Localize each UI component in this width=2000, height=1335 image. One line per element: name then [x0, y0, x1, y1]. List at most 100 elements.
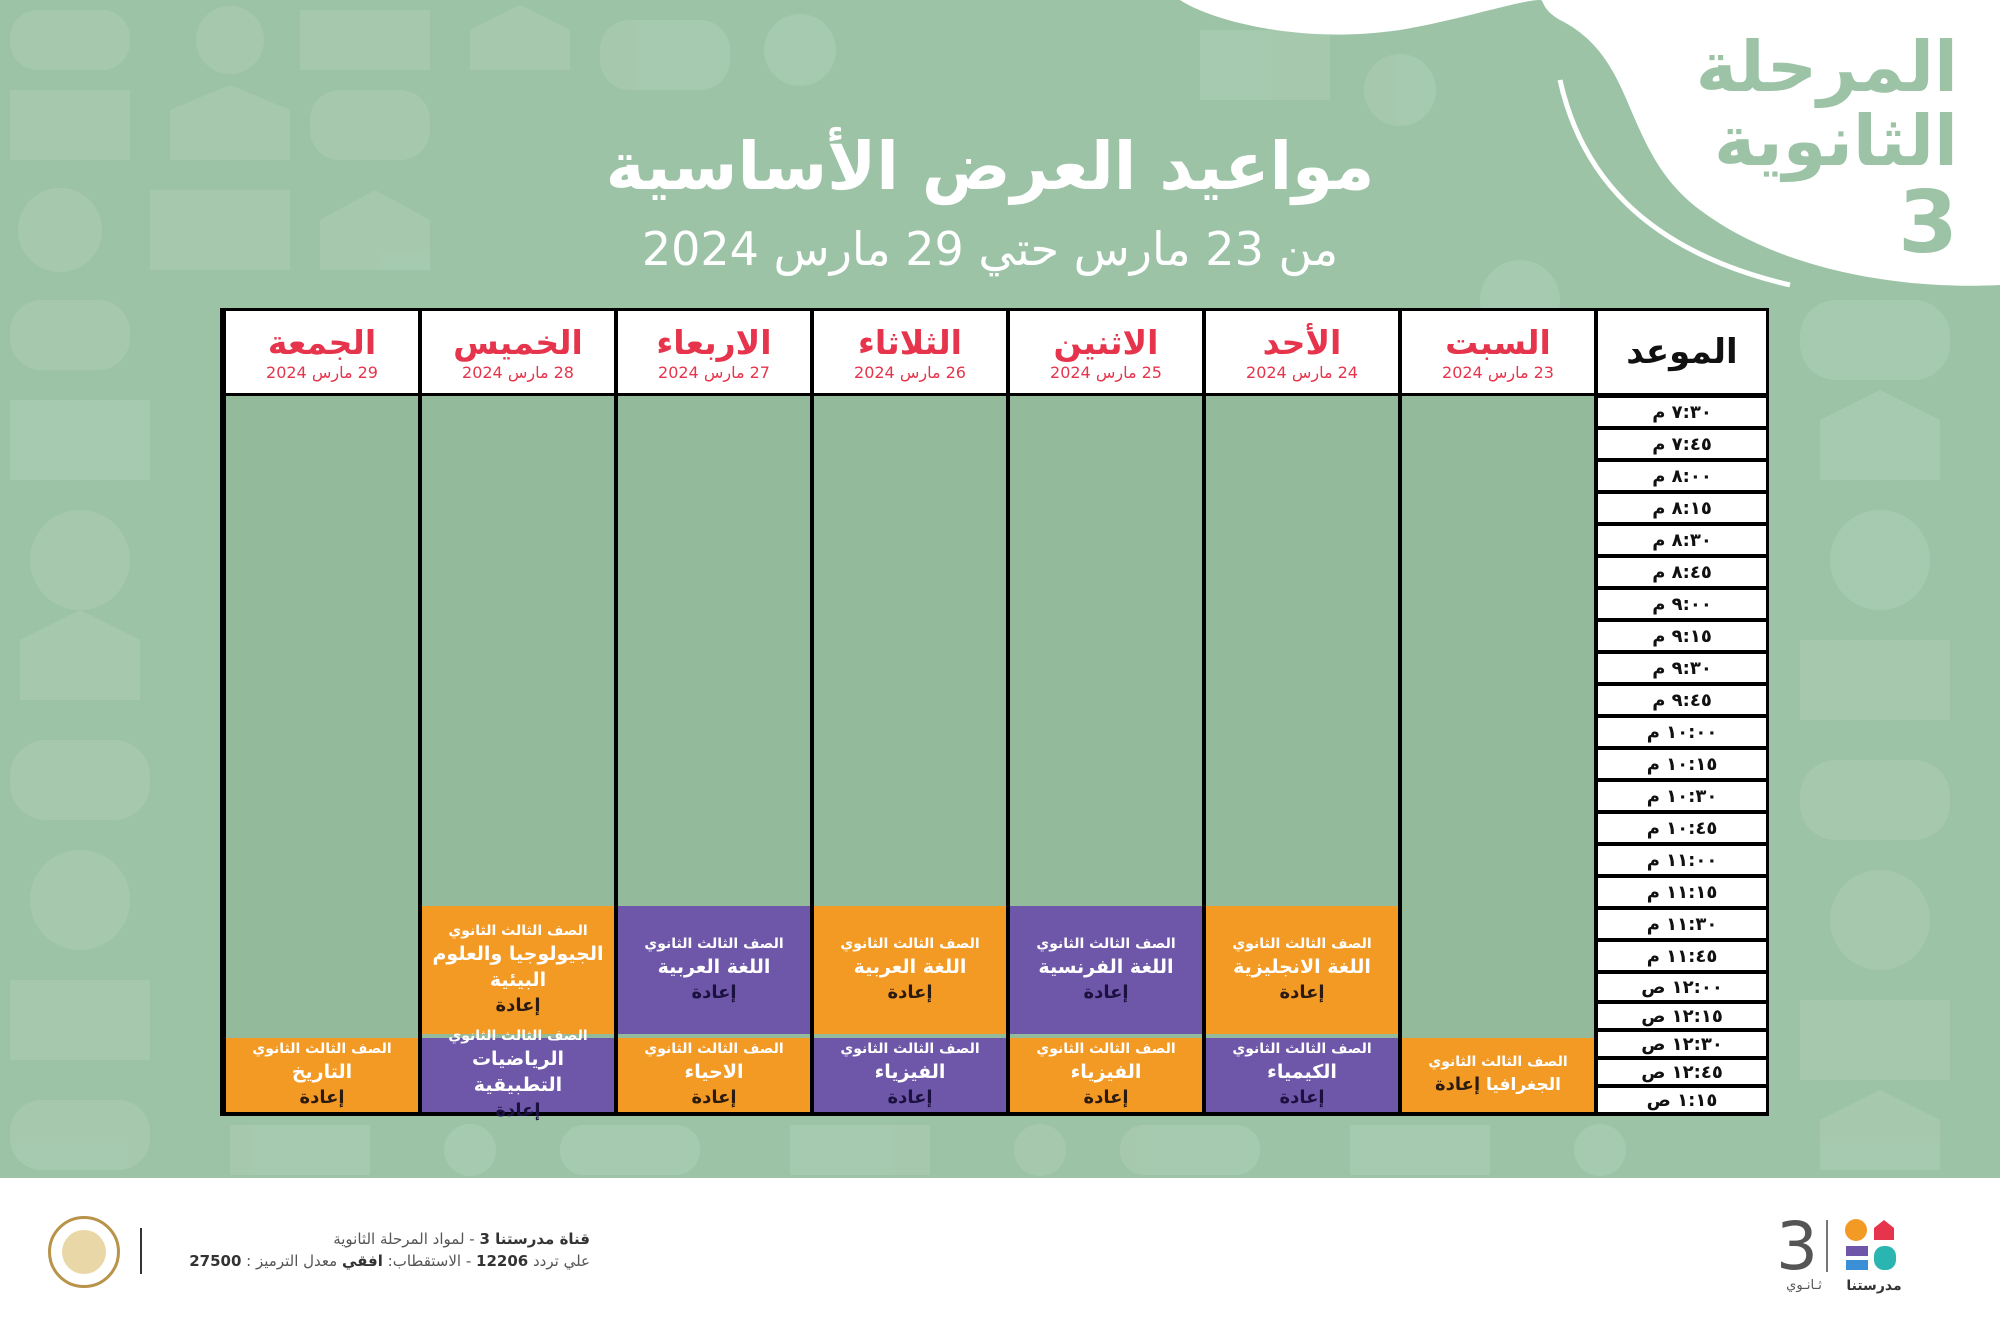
time-slot: ١٠:٤٥ م — [1598, 814, 1766, 842]
polarization-value: افقي — [341, 1252, 383, 1270]
repeat-label: إعادة — [1279, 1087, 1325, 1108]
background-pattern — [10, 5, 1950, 1176]
logo-divider — [1826, 1220, 1828, 1272]
program-block-wed-arabic: الصف الثالث الثانوي اللغة العربية إعادة — [618, 906, 810, 1034]
day-header-tue: الثلاثاء 26 مارس 2024 — [814, 311, 1006, 393]
day-date: 26 مارس 2024 — [854, 363, 966, 382]
time-slot: ٩:٤٥ م — [1598, 686, 1766, 714]
time-slot: ١٢:٤٥ ص — [1598, 1060, 1766, 1084]
day-name: الثلاثاء — [858, 323, 962, 362]
repeat-label: إعادة — [887, 982, 933, 1003]
grade-label: الصف الثالث الثانوي — [840, 1041, 980, 1057]
day-name: الاربعاء — [656, 323, 772, 362]
grade-label: الصف الثالث الثانوي — [448, 923, 588, 939]
grade-label: الصف الثالث الثانوي — [1232, 936, 1372, 952]
channel-name: قناة مدرستنا 3 — [479, 1230, 590, 1248]
subject-label: اللغة العربية — [657, 956, 771, 978]
program-block-mon-physics: الصف الثالث الثانوي الفيزياء إعادة — [1010, 1038, 1202, 1112]
time-slot: ١٠:٣٠ م — [1598, 782, 1766, 810]
program-block-tue-physics: الصف الثالث الثانوي الفيزياء إعادة — [814, 1038, 1006, 1112]
frequency-prefix: علي تردد — [528, 1252, 590, 1270]
day-name: الاثنين — [1053, 323, 1159, 362]
day-name: الجمعة — [267, 323, 377, 362]
day-name: السبت — [1445, 323, 1551, 362]
grade-label: الصف الثالث الثانوي — [1036, 936, 1176, 952]
day-name: الخميس — [453, 323, 583, 362]
stage-number: 3 — [1898, 173, 1958, 273]
time-slot: ٩:٠٠ م — [1598, 590, 1766, 618]
logo-blocks-icon — [1845, 1219, 1896, 1270]
time-slot: ٩:١٥ م — [1598, 622, 1766, 650]
day-header-fri: الجمعة 29 مارس 2024 — [226, 311, 418, 393]
grade-label: الصف الثالث الثانوي — [1232, 1041, 1372, 1057]
grade-label: الصف الثالث الثانوي — [252, 1041, 392, 1057]
subject-label: الاحياء — [684, 1061, 744, 1083]
program-block-sun-chemistry: الصف الثالث الثانوي الكيمياء إعادة — [1206, 1038, 1398, 1112]
program-block-thu-geology: الصف الثالث الثانوي الجيولوجيا والعلوم ا… — [422, 906, 614, 1034]
repeat-label: إعادة — [1435, 1074, 1481, 1095]
grade-label: الصف الثالث الثانوي — [644, 936, 784, 952]
channel-info: قناة مدرستنا 3 - لمواد المرحلة الثانوية … — [160, 1228, 590, 1272]
time-slot: ١١:١٥ م — [1598, 878, 1766, 906]
time-slot: ١٠:١٥ م — [1598, 750, 1766, 778]
time-slot: ٨:٠٠ م — [1598, 462, 1766, 490]
subject-label: الرياضيات التطبيقية — [471, 1048, 565, 1096]
time-slot: ١١:٤٥ م — [1598, 942, 1766, 970]
grade-label: الصف الثالث الثانوي — [1428, 1054, 1568, 1070]
day-date: 23 مارس 2024 — [1442, 363, 1554, 382]
program-block-mon-french: الصف الثالث الثانوي اللغة الفرنسية إعادة — [1010, 906, 1202, 1034]
day-header-wed: الاربعاء 27 مارس 2024 — [618, 311, 810, 393]
day-header-mon: الاثنين 25 مارس 2024 — [1010, 311, 1202, 393]
footer-divider — [140, 1228, 142, 1274]
repeat-label: إعادة — [1083, 982, 1129, 1003]
subject-label: اللغة العربية — [853, 956, 967, 978]
grade-label: الصف الثالث الثانوي — [644, 1041, 784, 1057]
stage-line-1: المرحلة — [1695, 26, 1958, 108]
time-slot: ٨:١٥ م — [1598, 494, 1766, 522]
day-date: 24 مارس 2024 — [1246, 363, 1358, 382]
day-name: الأحد — [1262, 323, 1342, 362]
time-slot: ١١:٠٠ م — [1598, 846, 1766, 874]
day-date: 28 مارس 2024 — [462, 363, 574, 382]
repeat-label: إعادة — [691, 982, 737, 1003]
time-slot: ٧:٣٠ م — [1598, 398, 1766, 426]
day-header-sun: الأحد 24 مارس 2024 — [1206, 311, 1398, 393]
time-slot: ٩:٣٠ م — [1598, 654, 1766, 682]
repeat-label: إعادة — [495, 995, 541, 1016]
repeat-label: إعادة — [691, 1087, 737, 1108]
day-date: 25 مارس 2024 — [1050, 363, 1162, 382]
channel-desc: - لمواد المرحلة الثانوية — [333, 1230, 480, 1248]
logo-number: 3 — [1776, 1208, 1818, 1285]
day-header-thu: الخميس 28 مارس 2024 — [422, 311, 614, 393]
ministry-seal-icon — [48, 1216, 120, 1288]
time-slot: ١٢:٠٠ ص — [1598, 974, 1766, 1000]
logo-caption-left: ثـانـوي — [1786, 1278, 1822, 1293]
frequency-value: 12206 — [476, 1252, 529, 1270]
program-block-wed-biology: الصف الثالث الثانوي الاحياء إعادة — [618, 1038, 810, 1112]
time-slot: ١٠:٠٠ م — [1598, 718, 1766, 746]
repeat-label: إعادة — [1083, 1087, 1129, 1108]
program-block-sun-english: الصف الثالث الثانوي اللغة الانجليزية إعا… — [1206, 906, 1398, 1034]
symbol-rate-value: 27500 — [189, 1252, 242, 1270]
time-slot: ١٢:٣٠ ص — [1598, 1032, 1766, 1056]
logo-caption-right: مدرستنا — [1846, 1278, 1902, 1294]
program-block-thu-applied-math: الصف الثالث الثانوي الرياضيات التطبيقية … — [422, 1028, 614, 1121]
time-slot: ١:١٥ ص — [1598, 1088, 1766, 1112]
rate-prefix: معدل الترميز : — [241, 1252, 342, 1270]
grade-label: الصف الثالث الثانوي — [448, 1028, 588, 1044]
polarization-prefix: - الاستقطاب: — [382, 1252, 477, 1270]
subject-label: الكيمياء — [1267, 1061, 1337, 1083]
time-slot: ٧:٤٥ م — [1598, 430, 1766, 458]
schedule-table: الموعد السبت 23 مارس 2024 الأحد 24 مارس … — [220, 308, 1769, 1121]
subject-label: اللغة الفرنسية — [1038, 956, 1174, 978]
subject-label: الفيزياء — [874, 1061, 946, 1083]
madrasatna-logo: 3 ثـانـوي مدرستنا — [1776, 1212, 1906, 1296]
subject-label: الفيزياء — [1070, 1061, 1142, 1083]
time-slot: ١١:٣٠ م — [1598, 910, 1766, 938]
repeat-label: إعادة — [1279, 982, 1325, 1003]
channel-line-2: علي تردد 12206 - الاستقطاب: افقي معدل ال… — [160, 1250, 590, 1272]
grade-label: الصف الثالث الثانوي — [1036, 1041, 1176, 1057]
time-slot: ١٢:١٥ ص — [1598, 1004, 1766, 1028]
day-date: 29 مارس 2024 — [266, 363, 378, 382]
repeat-label: إعادة — [299, 1087, 345, 1108]
